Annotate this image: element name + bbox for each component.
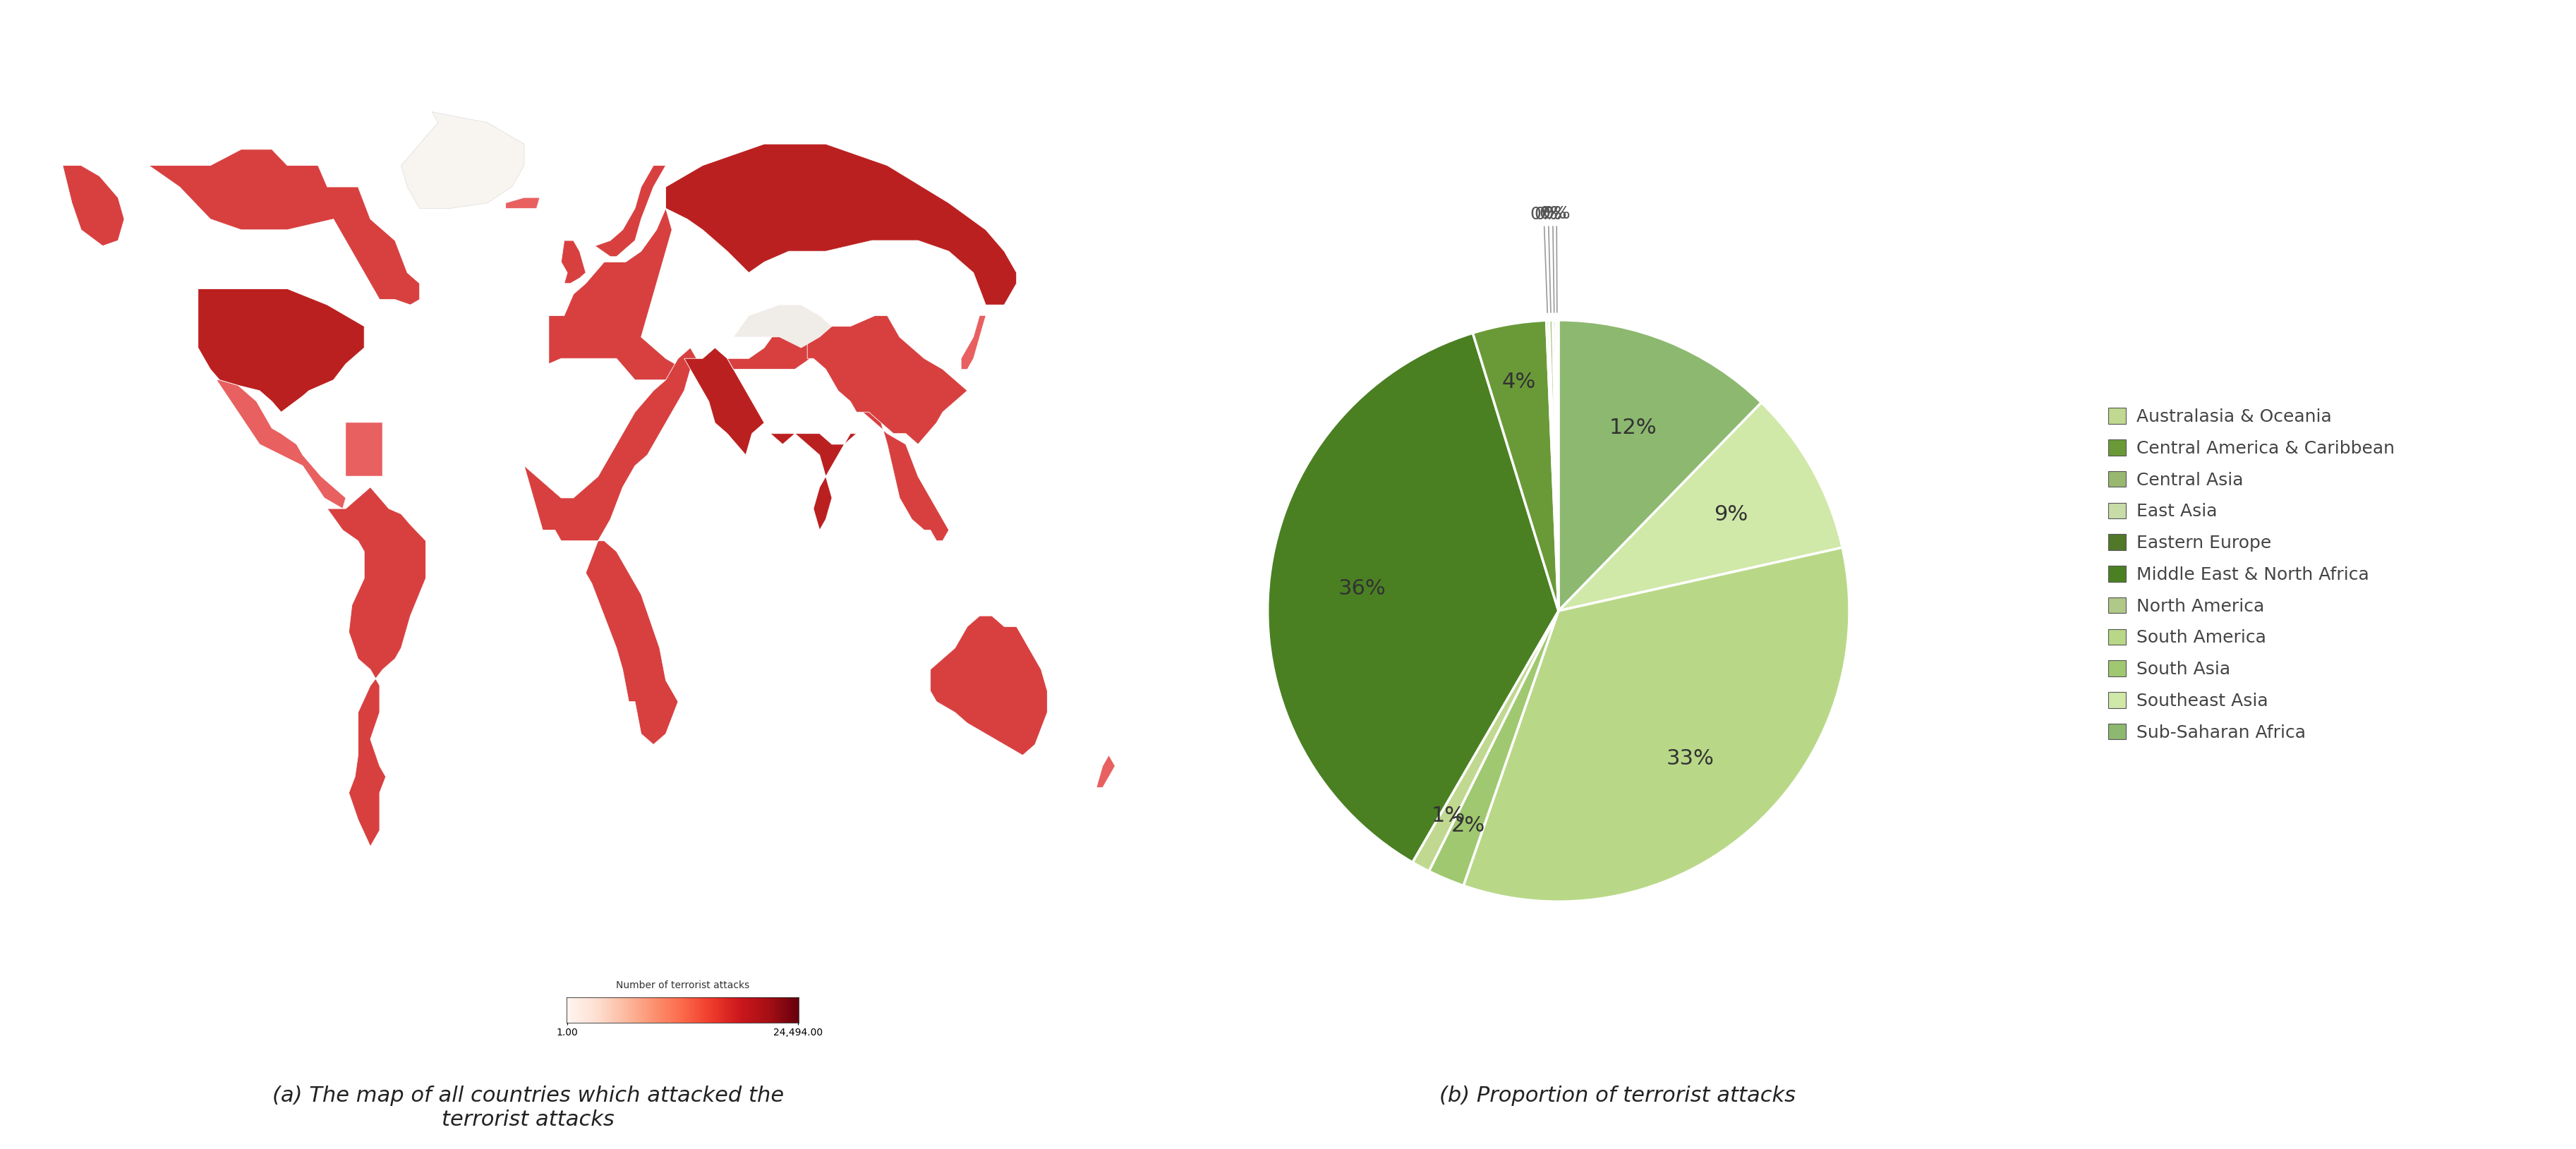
Wedge shape	[1473, 321, 1558, 611]
Polygon shape	[345, 423, 384, 477]
Polygon shape	[216, 380, 345, 509]
Wedge shape	[1558, 402, 1842, 611]
Polygon shape	[595, 165, 665, 256]
Polygon shape	[685, 348, 765, 455]
Polygon shape	[734, 304, 832, 348]
Wedge shape	[1558, 321, 1762, 611]
Polygon shape	[402, 111, 526, 208]
Wedge shape	[1412, 611, 1558, 871]
Legend: Australasia & Oceania, Central America & Caribbean, Central Asia, East Asia, Eas: Australasia & Oceania, Central America &…	[2107, 408, 2396, 741]
Text: 12%: 12%	[1610, 417, 1656, 438]
Polygon shape	[198, 288, 363, 412]
Wedge shape	[1267, 333, 1558, 862]
Text: 2%: 2%	[1450, 815, 1486, 835]
Text: Number of terrorist attacks: Number of terrorist attacks	[616, 980, 750, 990]
Wedge shape	[1546, 321, 1558, 611]
Polygon shape	[863, 401, 948, 541]
Polygon shape	[549, 208, 685, 380]
Text: (b) Proportion of terrorist attacks: (b) Proportion of terrorist attacks	[1440, 1086, 1795, 1106]
Polygon shape	[505, 198, 538, 208]
Polygon shape	[526, 348, 696, 745]
Polygon shape	[961, 316, 987, 369]
Text: 1%: 1%	[1432, 805, 1466, 826]
Wedge shape	[1556, 321, 1558, 611]
Polygon shape	[726, 316, 827, 369]
Polygon shape	[930, 616, 1048, 755]
Polygon shape	[327, 487, 425, 847]
Text: 0%: 0%	[1543, 206, 1571, 313]
Polygon shape	[562, 240, 585, 284]
Polygon shape	[62, 149, 420, 304]
Polygon shape	[1097, 755, 1115, 787]
Wedge shape	[1553, 321, 1558, 611]
Polygon shape	[62, 165, 124, 246]
Text: 0%: 0%	[1535, 206, 1561, 313]
Wedge shape	[1430, 611, 1558, 886]
Polygon shape	[806, 316, 969, 445]
Text: 36%: 36%	[1337, 578, 1386, 599]
Wedge shape	[1548, 321, 1558, 611]
Text: 4%: 4%	[1502, 371, 1535, 392]
Text: (a) The map of all countries which attacked the
terrorist attacks: (a) The map of all countries which attac…	[273, 1086, 783, 1129]
Polygon shape	[665, 144, 1018, 304]
Text: 0%: 0%	[1538, 206, 1566, 313]
Text: 9%: 9%	[1713, 504, 1749, 525]
Text: 33%: 33%	[1667, 748, 1713, 769]
Wedge shape	[1463, 548, 1850, 902]
Text: 0%: 0%	[1530, 206, 1558, 313]
Polygon shape	[765, 433, 863, 530]
